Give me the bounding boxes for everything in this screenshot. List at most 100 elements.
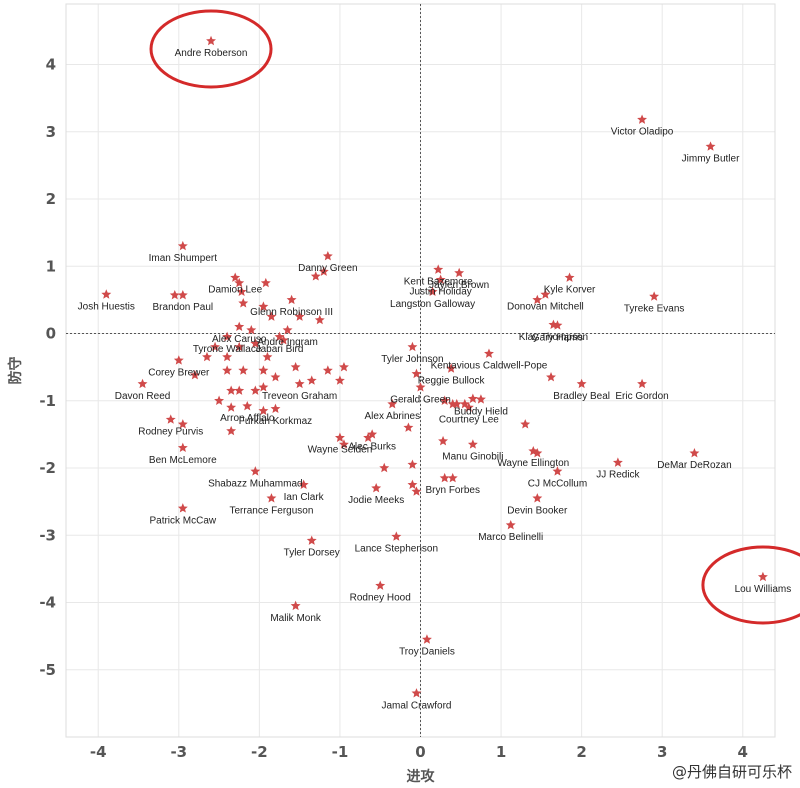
highlight-circles: [149, 9, 800, 625]
data-point-star: [422, 634, 432, 644]
data-point-star: [236, 286, 247, 297]
data-point-star: [238, 298, 249, 308]
data-point-star: [294, 311, 305, 321]
data-point-star: [447, 398, 458, 409]
point-label: Manu Ginobili: [442, 451, 503, 462]
point-label: CJ McCollum: [528, 478, 587, 489]
point-label: Kent Bazemore: [404, 277, 473, 288]
data-point-star: [137, 378, 148, 389]
data-point-star: [540, 289, 551, 299]
data-point-star: [290, 600, 301, 611]
point-label: Jodie Meeks: [348, 495, 404, 506]
point-label: Bryn Forbes: [425, 485, 479, 496]
data-point-star: [177, 419, 188, 429]
data-point-star: [262, 351, 273, 362]
point-label: Wayne Selden: [308, 445, 373, 456]
data-point-star: [260, 277, 271, 288]
point-label: Alec Burks: [348, 441, 396, 452]
point-label: Andre Ingram: [257, 337, 318, 348]
point-label: Reggie Bullock: [418, 375, 486, 386]
point-label: Langston Galloway: [390, 299, 475, 310]
data-point-star: [532, 294, 543, 305]
data-point-star: [214, 395, 225, 405]
data-point-star: [322, 365, 333, 375]
point-label: Damion Lee: [208, 285, 262, 296]
data-point-star: [411, 486, 422, 496]
data-point-star: [438, 435, 448, 446]
data-point-star: [552, 320, 563, 330]
data-point-star: [270, 372, 281, 382]
data-point-star: [371, 482, 382, 493]
data-point-star: [226, 402, 237, 412]
point-label: Buddy Hield: [454, 406, 508, 417]
tick-labels: -4 -3 -2 -1 0 1 2 3 4 4 3 2 1 0 -1 -2 -3 -4 -5: [39, 56, 748, 761]
data-point-star: [407, 459, 418, 469]
data-point-star: [475, 394, 486, 404]
x-tick-label: -2: [251, 743, 268, 761]
data-point-star: [334, 375, 345, 385]
data-point-star: [339, 361, 349, 372]
point-label: DeMar DeRozan: [657, 460, 731, 471]
point-label: Courtney Lee: [439, 414, 499, 425]
data-point-star: [306, 375, 317, 385]
data-point-star: [306, 535, 317, 545]
data-point-star: [206, 35, 216, 46]
x-tick-label: -4: [90, 743, 107, 761]
data-point-star: [310, 271, 321, 281]
point-labels: Andre Roberson Victor Oladipo Jimmy Butler…: [78, 48, 792, 711]
data-point-star: [294, 378, 305, 389]
data-point-star: [234, 341, 245, 352]
data-point-star: [467, 393, 478, 403]
point-label: Corey Brewer: [148, 367, 210, 378]
data-point-star: [447, 472, 458, 483]
data-point-star: [612, 457, 623, 467]
data-point-star: [546, 372, 556, 382]
x-tick-label: 4: [738, 743, 748, 761]
data-point-star: [177, 240, 188, 251]
data-point-star: [454, 267, 465, 278]
point-label: Bradley Beal: [553, 391, 610, 402]
data-points: [101, 35, 768, 698]
y-tick-label: -1: [39, 392, 56, 410]
data-point-star: [238, 365, 249, 375]
data-point-star: [286, 294, 297, 305]
point-label: Jaylen Brown: [429, 280, 489, 291]
data-point-star: [403, 422, 414, 432]
data-point-star: [101, 289, 112, 299]
x-tick-label: -1: [332, 743, 349, 761]
data-point-star: [278, 335, 289, 345]
point-label: Danny Green: [298, 263, 357, 274]
point-label: Glenn Robinson III: [250, 307, 333, 318]
point-label: Tyrone Wallace: [193, 344, 262, 355]
y-tick-label: -3: [39, 526, 56, 544]
y-tick-label: -2: [39, 459, 56, 477]
point-label: Brandon Paul: [153, 302, 214, 313]
data-point-star: [439, 472, 450, 483]
data-point-star: [387, 398, 398, 409]
data-point-star: [576, 378, 587, 389]
point-label: Gerald Green: [390, 394, 451, 405]
point-label: Lou Williams: [735, 584, 792, 595]
point-label: Devin Booker: [507, 505, 568, 516]
point-label: Terrance Ferguson: [229, 505, 313, 516]
data-point-star: [165, 414, 176, 424]
data-point-star: [427, 286, 438, 297]
point-label: Arron Afflalo: [220, 413, 275, 424]
data-point-star: [637, 114, 648, 124]
y-tick-label: 1: [46, 257, 56, 275]
point-label: Shabazz Muhammad: [208, 478, 303, 489]
point-label: Tyler Johnson: [381, 354, 443, 365]
point-label: Jamal Crawford: [381, 700, 451, 711]
point-label: Klay Thompson: [519, 332, 588, 343]
data-point-star: [379, 462, 390, 473]
point-label: Ian Clark: [284, 492, 325, 503]
data-point-star: [532, 448, 543, 458]
point-label: Jabari Bird: [256, 344, 304, 355]
data-point-star: [689, 448, 700, 458]
data-point-star: [564, 272, 575, 282]
point-label: Iman Shumpert: [149, 253, 218, 264]
y-tick-label: 0: [46, 325, 56, 343]
x-tick-label: 2: [576, 743, 586, 761]
data-point-star: [202, 351, 212, 362]
